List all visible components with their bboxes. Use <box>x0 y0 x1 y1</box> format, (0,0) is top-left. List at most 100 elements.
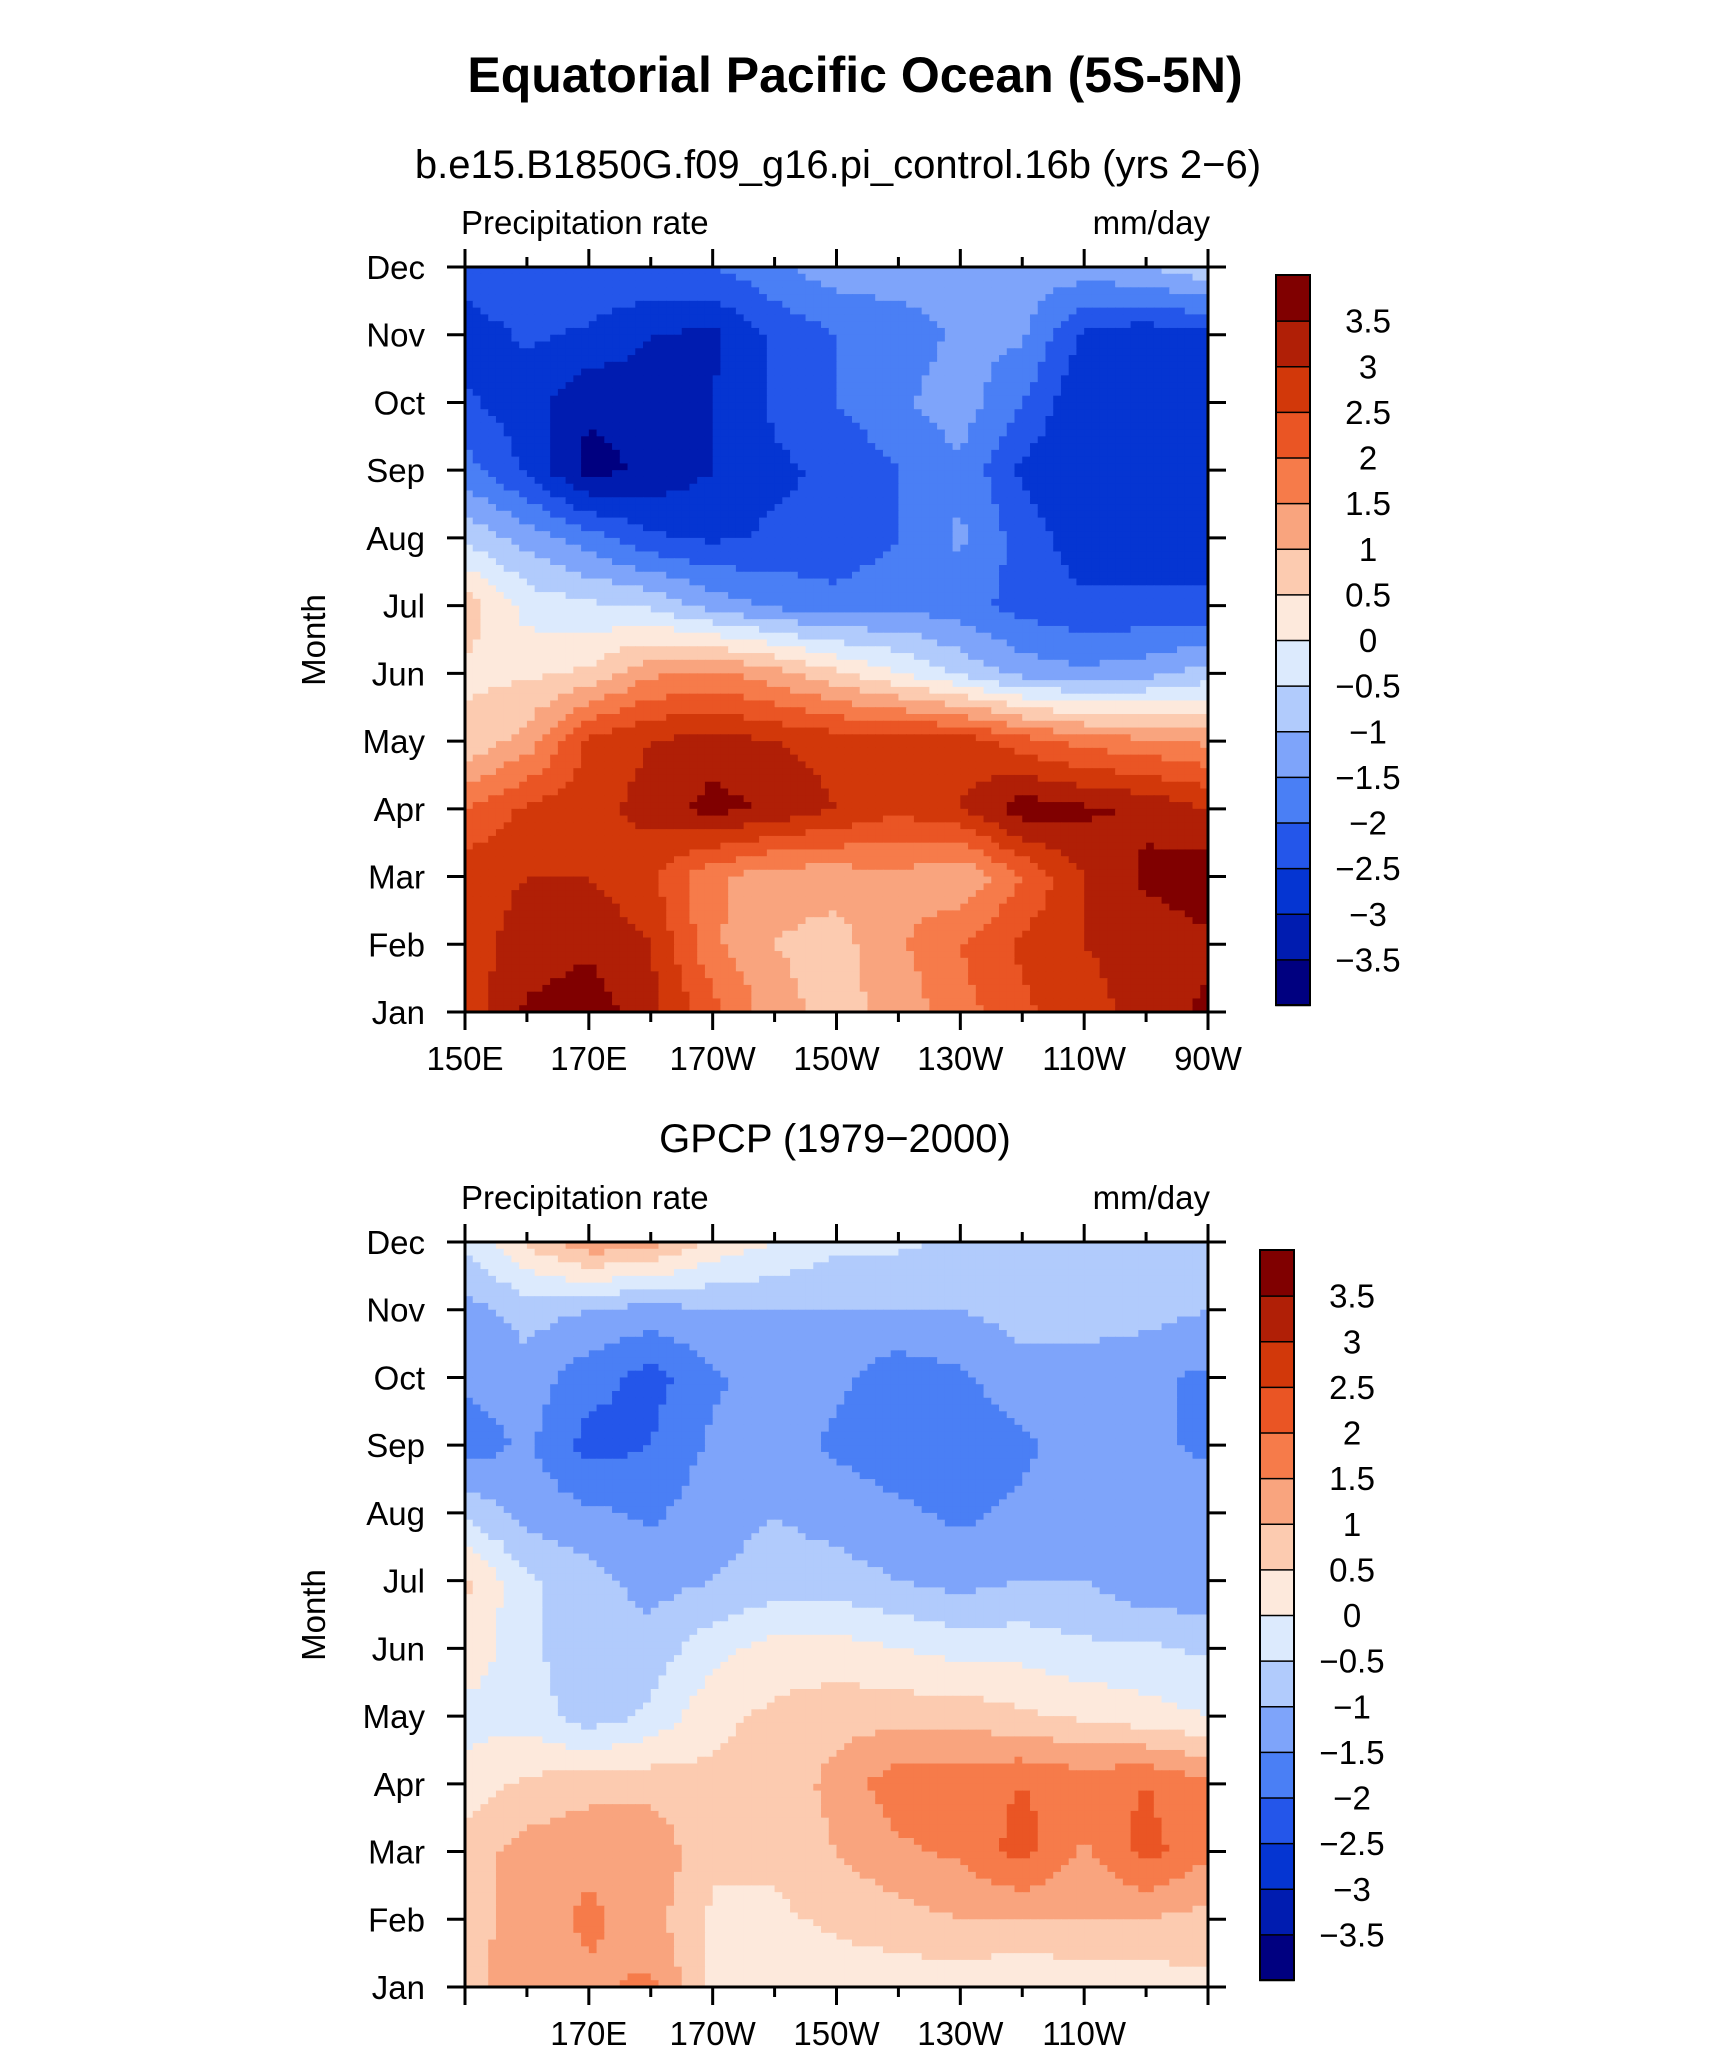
contour-cell <box>944 551 954 559</box>
contour-cell <box>526 578 536 586</box>
contour-cell <box>867 510 876 519</box>
contour-cell <box>975 361 985 370</box>
contour-cell <box>1060 483 1070 492</box>
contour-cell <box>1091 612 1101 620</box>
contour-cell <box>913 551 923 559</box>
contour-cell <box>658 497 667 505</box>
contour-cell <box>751 585 760 593</box>
contour-cell <box>472 314 482 322</box>
contour-cell <box>774 537 783 546</box>
contour-cell <box>828 294 838 302</box>
contour-cell <box>619 341 629 349</box>
contour-cell <box>1200 497 1209 505</box>
contour-cell <box>542 402 551 410</box>
contour-cell <box>797 551 807 559</box>
contour-cell <box>604 280 613 288</box>
contour-cell <box>658 402 667 410</box>
contour-cell <box>882 334 892 343</box>
contour-cell <box>867 463 876 471</box>
contour-cell <box>712 422 722 431</box>
contour-cell <box>697 463 706 471</box>
contour-cell <box>968 598 977 607</box>
contour-cell <box>1029 443 1039 451</box>
contour-cell <box>1060 287 1070 295</box>
contour-cell <box>581 300 590 309</box>
contour-cell <box>728 355 737 363</box>
contour-cell <box>983 449 992 458</box>
contour-cell <box>511 551 520 559</box>
contour-cell <box>542 314 551 322</box>
contour-cell <box>1184 558 1194 566</box>
contour-cell <box>921 267 930 275</box>
contour-cell <box>1161 294 1170 302</box>
contour-cell <box>1177 612 1186 620</box>
contour-cell <box>1053 585 1062 593</box>
contour-cell <box>689 531 698 539</box>
contour-cell <box>1037 456 1047 465</box>
contour-cell <box>612 355 621 363</box>
contour-cell <box>805 273 814 282</box>
contour-cell <box>1014 382 1023 390</box>
contour-cell <box>1045 436 1054 444</box>
contour-cell <box>1146 476 1155 485</box>
contour-cell <box>743 409 752 417</box>
contour-cell <box>766 375 776 383</box>
contour-cell <box>1045 612 1054 620</box>
contour-cell <box>472 327 482 336</box>
contour-cell <box>828 287 838 295</box>
contour-cell <box>921 334 930 343</box>
contour-cell <box>666 402 675 410</box>
contour-cell <box>465 449 474 458</box>
contour-cell <box>813 578 822 586</box>
contour-cell <box>704 273 714 282</box>
contour-cell <box>465 571 474 580</box>
contour-cell <box>1122 524 1132 532</box>
contour-cell <box>1014 578 1023 586</box>
contour-cell <box>1130 314 1139 322</box>
contour-cell <box>565 463 574 471</box>
contour-cell <box>1022 341 1031 349</box>
contour-cell <box>495 585 505 593</box>
contour-cell <box>836 321 845 329</box>
contour-cell <box>565 273 574 282</box>
contour-cell <box>728 490 737 498</box>
contour-cell <box>712 294 722 302</box>
contour-cell <box>1184 416 1194 424</box>
contour-cell <box>1177 429 1186 437</box>
contour-cell <box>643 436 652 444</box>
contour-cell <box>921 348 930 356</box>
contour-cell <box>627 368 636 376</box>
contour-cell <box>1037 531 1047 539</box>
contour-cell <box>751 436 760 444</box>
contour-cell <box>1037 287 1047 295</box>
contour-cell <box>465 531 474 539</box>
contour-cell <box>465 524 474 532</box>
contour-cell <box>1177 544 1186 553</box>
contour-cell <box>782 585 791 593</box>
contour-cell <box>588 314 598 322</box>
contour-cell <box>720 558 729 566</box>
contour-cell <box>867 612 876 620</box>
contour-cell <box>542 571 551 580</box>
contour-cell <box>1161 524 1170 532</box>
contour-cell <box>465 504 474 512</box>
contour-cell <box>1161 449 1170 458</box>
contour-cell <box>612 348 621 356</box>
contour-cell <box>813 382 822 390</box>
contour-cell <box>1099 280 1108 288</box>
contour-cell <box>612 558 621 566</box>
contour-cell <box>681 341 691 349</box>
contour-cell <box>968 537 977 546</box>
contour-cell <box>1060 592 1070 600</box>
contour-cell <box>898 463 907 471</box>
contour-cell <box>1037 280 1047 288</box>
contour-cell <box>759 544 768 553</box>
contour-cell <box>805 598 814 607</box>
contour-cell <box>720 551 729 559</box>
contour-cell <box>937 429 946 437</box>
contour-cell <box>913 382 923 390</box>
contour-cell <box>1068 449 1078 458</box>
contour-cell <box>797 490 807 498</box>
contour-cell <box>720 436 729 444</box>
contour-cell <box>619 395 629 404</box>
